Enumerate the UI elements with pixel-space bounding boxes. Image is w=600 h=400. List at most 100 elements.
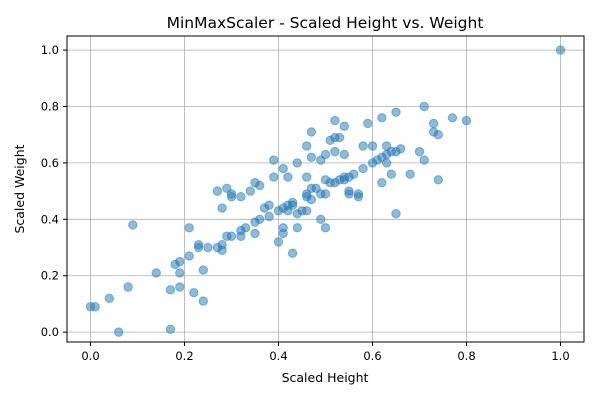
data-point <box>250 228 260 239</box>
data-point <box>198 265 209 275</box>
data-point <box>184 251 194 261</box>
data-point <box>123 282 133 292</box>
data-point <box>165 285 176 295</box>
data-point <box>334 132 345 143</box>
data-point <box>175 282 185 292</box>
data-point <box>269 172 279 182</box>
chart-title: MinMaxScaler - Scaled Height vs. Weight <box>167 14 484 32</box>
data-point <box>226 189 237 199</box>
data-point <box>292 158 302 168</box>
data-point <box>330 115 340 126</box>
y-tick-label: 0.2 <box>41 269 59 283</box>
data-point <box>386 169 396 179</box>
data-point <box>273 237 284 247</box>
data-point <box>264 200 274 210</box>
data-point <box>203 242 213 253</box>
data-point <box>226 231 237 241</box>
y-tick-label: 0.8 <box>41 100 59 114</box>
data-point <box>306 194 317 205</box>
data-point <box>306 152 317 162</box>
data-point <box>330 146 340 157</box>
data-point <box>114 327 124 337</box>
x-tick-label: 0.4 <box>269 349 287 363</box>
data-points <box>85 45 566 337</box>
data-point <box>302 141 312 151</box>
data-point <box>405 169 415 179</box>
data-point <box>189 287 199 298</box>
data-point <box>193 240 204 250</box>
data-point <box>316 214 326 225</box>
data-point <box>377 177 387 188</box>
data-point <box>433 175 443 185</box>
x-tick-label: 0.2 <box>175 349 193 363</box>
data-point <box>240 223 251 233</box>
x-tick-label: 0.6 <box>363 349 381 363</box>
data-point <box>419 155 429 165</box>
data-point <box>320 223 331 233</box>
y-axis-label: Scaled Weight <box>12 144 27 233</box>
data-point <box>198 296 209 306</box>
grid-lines <box>67 36 584 342</box>
data-point <box>292 223 302 233</box>
data-point <box>339 149 349 160</box>
data-point <box>339 121 349 131</box>
data-point <box>358 141 368 151</box>
data-point <box>278 163 288 174</box>
data-point <box>381 158 392 168</box>
data-point <box>217 240 227 250</box>
y-tick-label: 0.0 <box>41 325 59 339</box>
data-point <box>367 141 378 151</box>
data-point <box>555 45 566 55</box>
data-point <box>358 163 368 174</box>
data-point <box>428 118 439 129</box>
data-point <box>236 192 246 202</box>
data-point <box>165 324 176 335</box>
data-point <box>414 146 425 157</box>
data-point <box>302 172 312 182</box>
data-point <box>151 268 162 278</box>
data-point <box>245 186 256 196</box>
data-point <box>447 113 458 123</box>
data-point <box>344 186 354 196</box>
axis-ticks: 0.0 0.2 0.4 0.6 0.8 1.0 0.0 0.2 0.4 0.6 0.8 1.0 <box>41 43 570 363</box>
data-point <box>283 172 293 182</box>
data-point <box>353 192 364 202</box>
data-point <box>184 223 194 233</box>
data-point <box>433 130 443 140</box>
data-point <box>391 208 401 219</box>
data-point <box>302 206 312 216</box>
data-point <box>269 155 279 165</box>
data-point <box>396 144 406 154</box>
data-point <box>349 169 359 179</box>
x-tick-label: 0.8 <box>457 349 475 363</box>
data-point <box>391 107 401 117</box>
y-tick-label: 0.6 <box>41 156 59 170</box>
data-point <box>287 248 298 258</box>
x-tick-label: 0.0 <box>81 349 99 363</box>
data-point <box>128 220 138 230</box>
y-tick-label: 1.0 <box>41 43 59 57</box>
plot-area-frame <box>66 35 585 343</box>
data-point <box>217 203 227 213</box>
data-point <box>320 149 331 160</box>
data-point <box>377 113 387 123</box>
data-point <box>212 186 223 196</box>
data-point <box>278 223 288 233</box>
x-tick-label: 1.0 <box>551 349 569 363</box>
data-point <box>306 127 317 137</box>
data-point <box>363 118 373 129</box>
data-point <box>104 293 115 303</box>
data-point <box>419 101 429 112</box>
data-point <box>287 197 298 208</box>
data-point <box>255 214 265 225</box>
data-point <box>461 115 472 126</box>
y-tick-label: 0.4 <box>41 212 59 226</box>
data-point <box>175 268 185 278</box>
data-point <box>264 211 274 222</box>
data-point <box>320 189 331 199</box>
data-point <box>175 256 185 267</box>
data-point <box>255 180 265 191</box>
x-axis-label: Scaled Height <box>282 370 369 385</box>
